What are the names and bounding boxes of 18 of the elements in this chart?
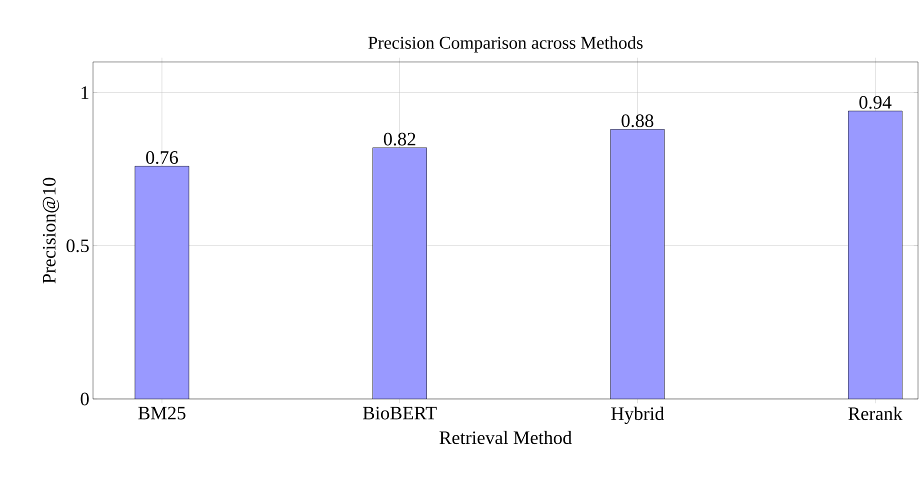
y-tick-label: 1 <box>82 86 88 99</box>
x-tick-label: Hybrid <box>611 406 664 424</box>
chart-title: Precision Comparison across Methods <box>368 36 643 52</box>
y-tick-label: 0.5 <box>66 239 89 252</box>
x-tick-label: Rerank <box>848 406 903 420</box>
bar <box>372 148 427 399</box>
x-axis-title: Retrieval Method <box>440 430 572 444</box>
data-label: 0.76 <box>146 151 178 164</box>
x-tick-label: BM25 <box>138 406 186 420</box>
x-tick-label: BioBERT <box>362 406 437 420</box>
bar <box>610 129 665 399</box>
data-label: 0.82 <box>384 132 416 146</box>
bar <box>848 110 902 399</box>
data-label: 0.88 <box>622 114 654 128</box>
data-label: 0.94 <box>859 96 892 109</box>
y-tick-label: 0 <box>80 392 89 406</box>
bar <box>134 166 190 399</box>
y-axis-title: Precision@10 <box>42 178 59 284</box>
